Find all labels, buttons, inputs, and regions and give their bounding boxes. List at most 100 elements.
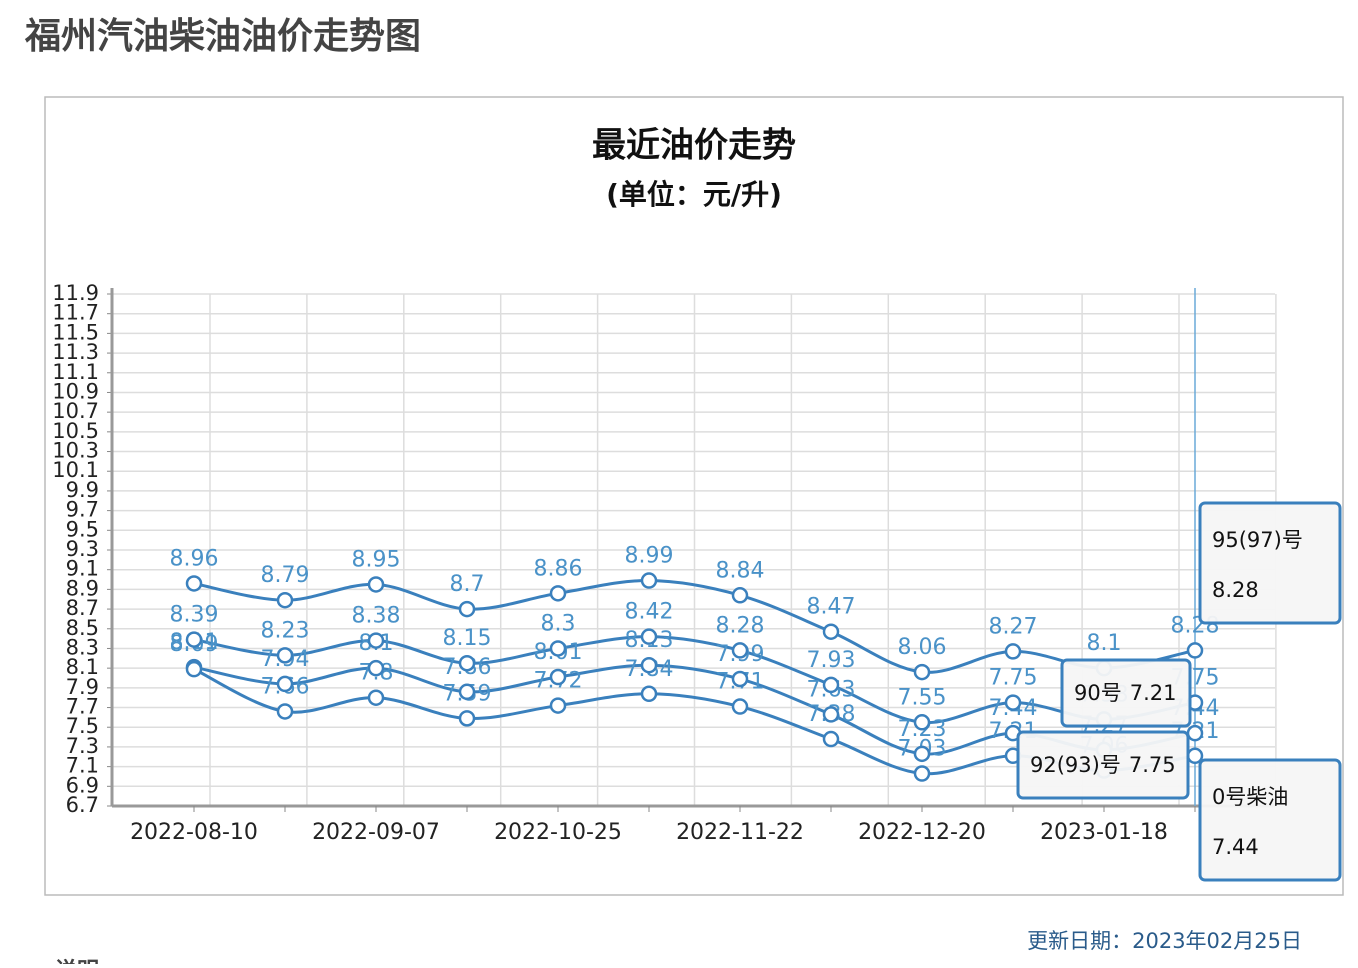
y-tick-label: 7.1 — [66, 754, 99, 778]
value-label: 8.28 — [716, 613, 765, 638]
y-tick-label: 10.3 — [52, 439, 99, 463]
y-tick-label: 11.7 — [52, 301, 99, 325]
point — [276, 675, 294, 693]
value-label: 8.23 — [261, 618, 310, 643]
point — [731, 698, 749, 715]
value-label: 8.3 — [541, 611, 576, 636]
point — [640, 628, 658, 645]
y-tick-label: 11.1 — [52, 360, 99, 384]
value-label: 7.93 — [807, 648, 856, 673]
y-tick-label: 11.9 — [52, 281, 99, 305]
chart-title: 最近油价走势 — [592, 126, 796, 166]
tooltip-text: 92(93)号 7.75 — [1030, 753, 1176, 777]
point — [731, 670, 749, 688]
point — [549, 668, 567, 686]
value-label: 8.1 — [1087, 631, 1122, 656]
x-tick-label: 2022-10-25 — [494, 820, 622, 845]
y-tick-label: 7.9 — [66, 675, 99, 699]
tooltip-box — [1060, 658, 1192, 728]
point — [1186, 642, 1204, 659]
tooltip-value: 7.44 — [1212, 835, 1259, 859]
value-label: 7.55 — [898, 685, 947, 710]
tooltip-value: 7.21 — [1130, 681, 1177, 705]
tooltip-name: 92(93)号 — [1030, 753, 1121, 777]
y-tick-label: 8.1 — [66, 655, 99, 679]
value-label: 8.99 — [625, 544, 674, 569]
point — [549, 585, 567, 602]
y-tick-label: 6.9 — [66, 773, 99, 797]
x-tick-label: 2023-01-18 — [1040, 820, 1168, 845]
tooltip-box — [1198, 758, 1342, 882]
point — [367, 659, 385, 677]
value-label: 8.42 — [625, 600, 674, 625]
y-tick-label: 10.1 — [52, 458, 99, 482]
y-tick-label: 6.7 — [66, 793, 99, 817]
point — [458, 683, 476, 701]
value-label: 7.75 — [989, 666, 1038, 691]
value-label: 8.95 — [352, 547, 401, 572]
point — [549, 640, 567, 657]
y-tick-label: 11.3 — [52, 340, 99, 364]
y-tick-label: 8.5 — [66, 616, 99, 640]
value-label: 8.06 — [898, 635, 947, 660]
tooltip-name: 0号柴油 — [1212, 785, 1288, 809]
y-tick-label: 9.3 — [66, 537, 99, 561]
point — [822, 623, 840, 640]
tooltip-name: 90号 — [1074, 681, 1122, 705]
value-label: 8.79 — [261, 563, 310, 588]
x-tick-label: 2022-11-22 — [676, 820, 804, 845]
point — [185, 660, 203, 678]
y-tick-label: 9.7 — [66, 498, 99, 522]
value-label: 8.15 — [443, 626, 492, 651]
point — [640, 572, 658, 589]
y-tick-label: 8.9 — [66, 576, 99, 600]
point — [640, 685, 658, 703]
point — [1004, 694, 1022, 711]
point — [276, 703, 294, 720]
y-tick-label: 9.1 — [66, 557, 99, 581]
point — [367, 632, 385, 649]
point — [367, 576, 385, 593]
point — [822, 676, 840, 694]
point — [822, 730, 840, 748]
tooltip-box — [1198, 501, 1342, 625]
point — [640, 656, 658, 674]
y-tick-label: 11.5 — [52, 320, 99, 344]
point — [185, 631, 203, 648]
page-title: 福州汽油柴油油价走势图 — [24, 16, 421, 57]
point — [549, 697, 567, 714]
point — [913, 663, 931, 681]
point — [731, 642, 749, 659]
y-tick-label: 8.7 — [66, 596, 99, 620]
value-label: 8.27 — [989, 614, 1038, 639]
point — [822, 706, 840, 723]
point — [913, 765, 931, 782]
tooltips: 95(97)号 8.28 0号柴油 7.44 90号 7.21 92(93)号 7.75 — [1016, 501, 1342, 882]
value-label: 8.96 — [170, 546, 219, 571]
update-date: 更新日期：2023年02月25日 — [1027, 929, 1302, 953]
y-tick-label: 7.7 — [66, 695, 99, 719]
point — [913, 714, 931, 731]
point — [276, 647, 294, 664]
tooltip-value: 8.28 — [1212, 578, 1259, 602]
point — [458, 600, 476, 618]
y-tick-label: 9.9 — [66, 478, 99, 502]
point — [458, 654, 476, 672]
tooltip-name: 95(97)号 — [1212, 528, 1303, 552]
note-heading: 说明 — [55, 958, 99, 964]
y-tick-label: 10.9 — [52, 379, 99, 403]
y-tick-label: 8.3 — [66, 635, 99, 659]
point — [185, 575, 203, 592]
y-tick-label: 7.3 — [66, 734, 99, 758]
point — [367, 689, 385, 706]
tooltip-text: 90号 7.21 — [1074, 681, 1177, 705]
y-tick-label: 7.5 — [66, 714, 99, 738]
value-label: 8.86 — [534, 556, 583, 581]
point — [276, 591, 294, 609]
point — [731, 587, 749, 604]
chart-subtitle: (单位：元/升) — [606, 178, 782, 211]
value-label: 8.7 — [450, 572, 485, 597]
grid: 6.76.97.17.37.57.77.98.18.38.58.78.99.19… — [52, 281, 1277, 845]
